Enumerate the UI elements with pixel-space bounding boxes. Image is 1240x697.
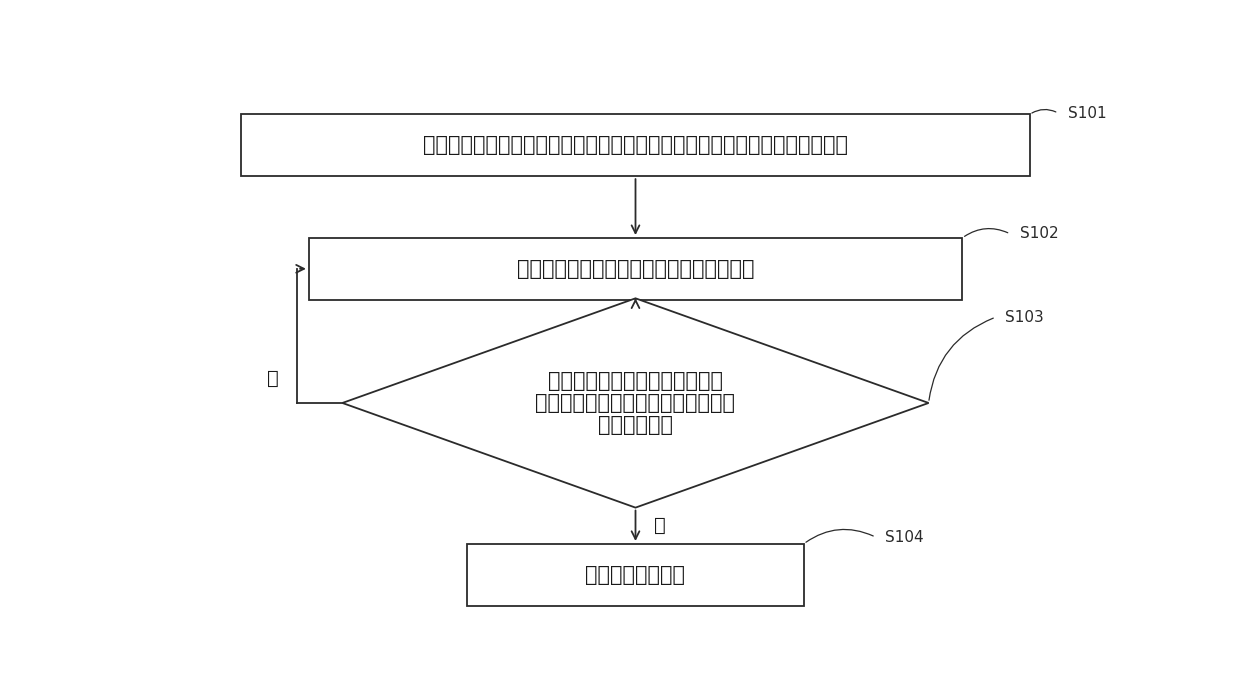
Text: S102: S102 [1019, 227, 1059, 241]
Text: 在晶振片工作时，实时检测电容器的电容值: 在晶振片工作时，实时检测电容器的电容值 [517, 259, 754, 279]
Polygon shape [342, 298, 929, 507]
Bar [309, 238, 962, 300]
Text: 是: 是 [653, 516, 666, 535]
Text: 是否发生异常: 是否发生异常 [598, 415, 673, 435]
Text: 根据检测到的电容器的电容值，: 根据检测到的电容器的电容值， [548, 372, 723, 391]
Text: 确定晶振片相对于检测孔中心的位置: 确定晶振片相对于检测孔中心的位置 [536, 393, 735, 413]
Text: 否: 否 [268, 369, 279, 388]
Text: 更换异常的晶振片: 更换异常的晶振片 [585, 565, 686, 585]
Text: S104: S104 [885, 530, 924, 544]
Text: S103: S103 [1006, 309, 1044, 325]
Text: 采用至少两个互不平行的金属电极板，与位于检测孔中心的晶振片形成电容器: 采用至少两个互不平行的金属电极板，与位于检测孔中心的晶振片形成电容器 [423, 135, 848, 155]
Bar [242, 114, 1029, 176]
Bar [467, 544, 804, 606]
Text: S101: S101 [1068, 106, 1106, 121]
